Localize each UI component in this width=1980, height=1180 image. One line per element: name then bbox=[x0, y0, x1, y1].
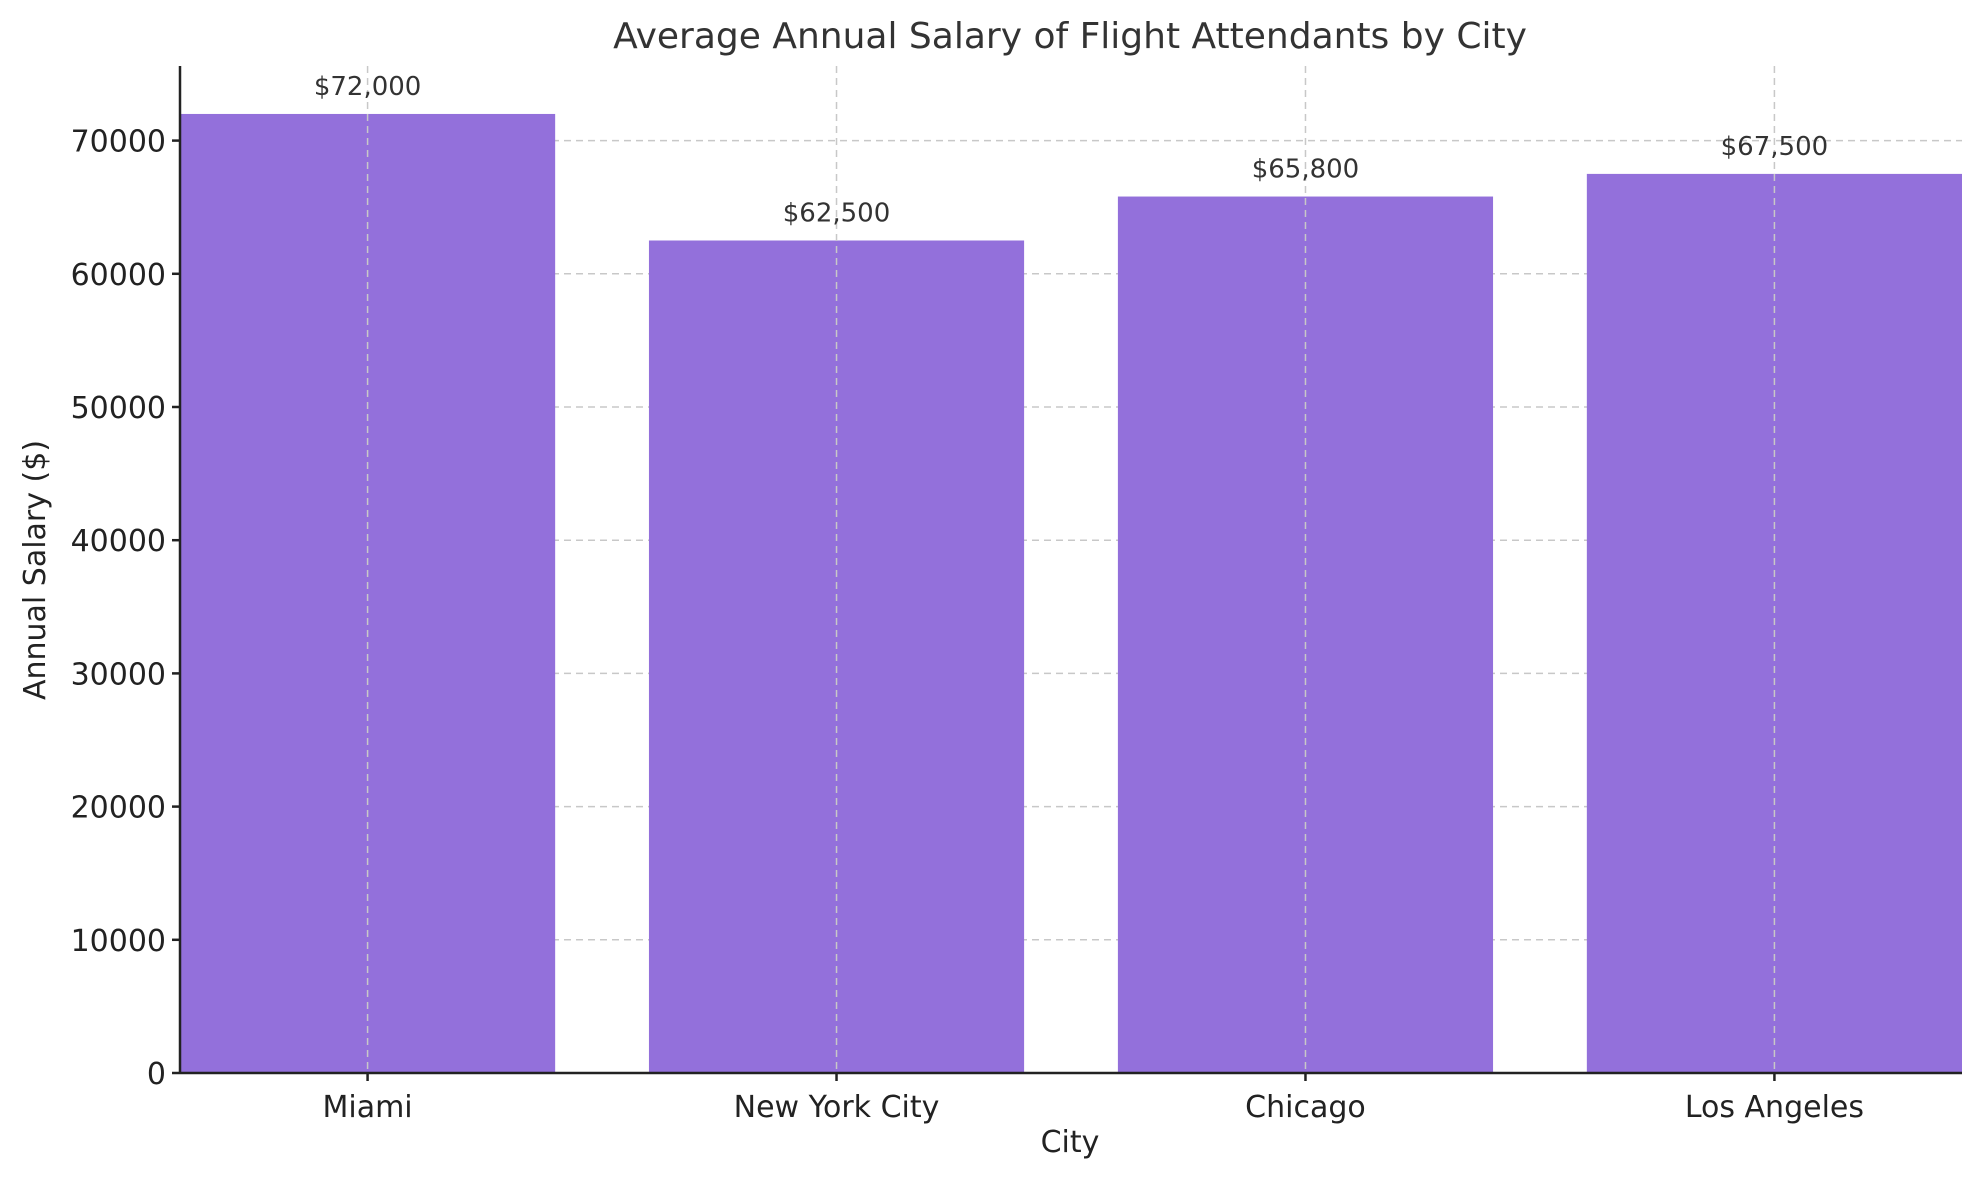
bar-miami bbox=[180, 113, 556, 1073]
y-tick-label: 10000 bbox=[71, 924, 166, 959]
x-tick-label: New York City bbox=[734, 1090, 940, 1125]
x-tick-labels: Miami New York City Chicago Los Angeles bbox=[322, 1073, 1864, 1125]
y-tick-labels: 0 10000 20000 30000 40000 50000 60000 70000 bbox=[71, 125, 180, 1092]
y-axis-title: Annual Salary ($) bbox=[18, 440, 53, 700]
axes bbox=[178, 66, 1962, 1075]
chart-title: Average Annual Salary of Flight Attendan… bbox=[613, 16, 1527, 57]
x-tick-label: Miami bbox=[322, 1090, 412, 1125]
data-labels: $72,000 $62,500 $65,800 $67,500 bbox=[314, 72, 1828, 229]
y-tick-label: 50000 bbox=[71, 391, 166, 426]
data-label: $65,800 bbox=[1252, 155, 1360, 185]
data-label: $62,500 bbox=[783, 198, 891, 228]
x-tick-label: Chicago bbox=[1245, 1090, 1366, 1125]
y-tick-label: 20000 bbox=[71, 791, 166, 826]
y-tick-label: 30000 bbox=[71, 657, 166, 692]
data-label: $67,500 bbox=[1721, 132, 1829, 162]
x-axis-title: City bbox=[1041, 1125, 1100, 1160]
x-tick-label: Los Angeles bbox=[1685, 1090, 1864, 1125]
y-tick-label: 40000 bbox=[71, 524, 166, 559]
vertical-grid bbox=[366, 66, 1776, 1073]
y-tick-label: 0 bbox=[147, 1057, 166, 1092]
bars bbox=[180, 113, 1962, 1074]
y-tick-label: 60000 bbox=[71, 258, 166, 293]
y-tick-label: 70000 bbox=[71, 125, 166, 160]
data-label: $72,000 bbox=[314, 72, 422, 102]
